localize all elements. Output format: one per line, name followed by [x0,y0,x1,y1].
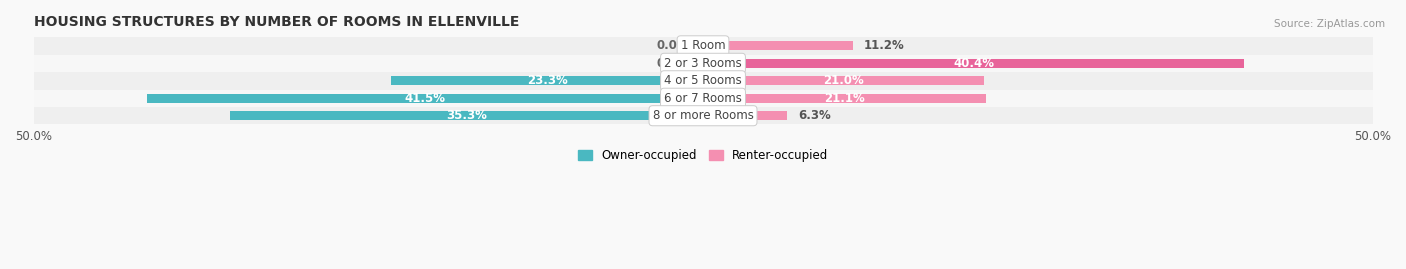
Bar [703,59,1244,68]
Text: 6.3%: 6.3% [799,109,831,122]
Text: 21.0%: 21.0% [824,74,863,87]
Text: Source: ZipAtlas.com: Source: ZipAtlas.com [1274,19,1385,29]
Text: 40.4%: 40.4% [953,57,994,70]
Bar [391,76,703,85]
Bar [34,55,1372,72]
Text: 23.3%: 23.3% [527,74,568,87]
Bar [148,94,703,103]
Legend: Owner-occupied, Renter-occupied: Owner-occupied, Renter-occupied [572,144,834,167]
Text: 6 or 7 Rooms: 6 or 7 Rooms [664,92,742,105]
Bar [703,41,853,50]
Bar [231,111,703,120]
Bar [34,37,1372,55]
Bar [703,94,986,103]
Bar [34,90,1372,107]
Text: 0.0%: 0.0% [657,39,689,52]
Text: 21.1%: 21.1% [824,92,865,105]
Text: 41.5%: 41.5% [405,92,446,105]
Bar [34,72,1372,90]
Text: 1 Room: 1 Room [681,39,725,52]
Text: 8 or more Rooms: 8 or more Rooms [652,109,754,122]
Bar [703,111,787,120]
Text: 0.0%: 0.0% [657,57,689,70]
Text: 11.2%: 11.2% [863,39,904,52]
Text: 2 or 3 Rooms: 2 or 3 Rooms [664,57,742,70]
Bar [34,107,1372,125]
Text: 35.3%: 35.3% [446,109,486,122]
Text: HOUSING STRUCTURES BY NUMBER OF ROOMS IN ELLENVILLE: HOUSING STRUCTURES BY NUMBER OF ROOMS IN… [34,15,519,29]
Text: 4 or 5 Rooms: 4 or 5 Rooms [664,74,742,87]
Bar [703,76,984,85]
